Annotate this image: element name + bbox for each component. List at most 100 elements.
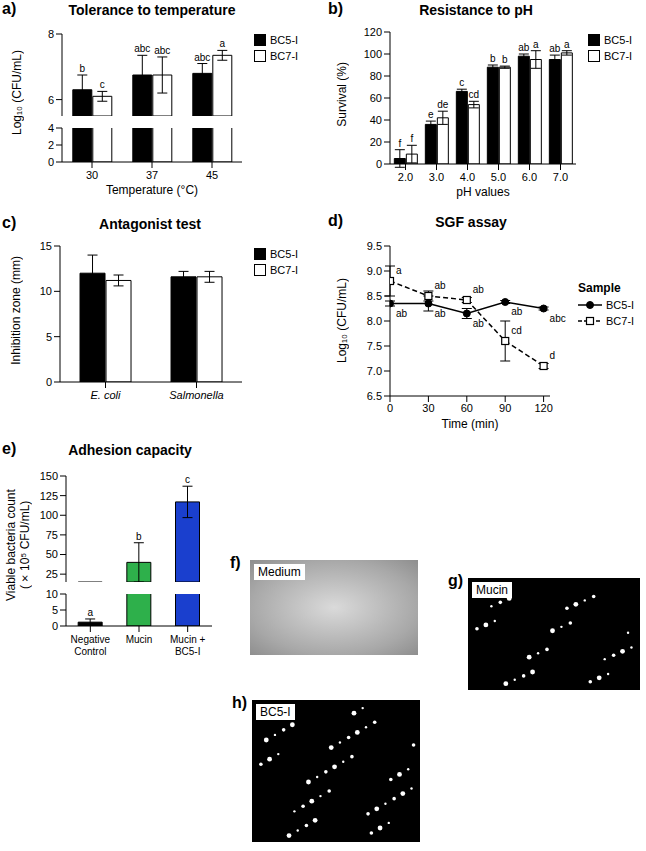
svg-text:25: 25	[46, 568, 58, 580]
svg-text:ab: ab	[511, 306, 523, 317]
svg-text:60: 60	[370, 92, 382, 104]
svg-text:ab: ab	[549, 43, 561, 54]
html-text:d): d)	[328, 212, 344, 229]
svg-text:2: 2	[48, 139, 54, 151]
svg-text:a: a	[87, 607, 93, 618]
svg-text:d: d	[550, 350, 556, 361]
svg-text:E. coli: E. coli	[91, 389, 122, 401]
svg-text:4: 4	[48, 122, 54, 134]
svg-text:Salmonella: Salmonella	[169, 389, 223, 401]
svg-text:7.0: 7.0	[553, 171, 568, 183]
html-text:Temperature (°C): Temperature (°C)	[105, 183, 199, 197]
svg-text:c: c	[100, 79, 105, 90]
html-text:pH values: pH values	[456, 185, 510, 199]
svg-text:0: 0	[46, 376, 52, 388]
svg-text:a: a	[533, 39, 539, 50]
svg-text:120: 120	[534, 402, 552, 414]
svg-text:abc: abc	[194, 52, 210, 63]
svg-text:100: 100	[364, 48, 382, 60]
svg-text:150: 150	[40, 470, 58, 482]
svg-text:0: 0	[48, 156, 54, 168]
svg-text:10: 10	[40, 285, 52, 297]
svg-text:abc: abc	[550, 313, 566, 324]
svg-text:6.5: 6.5	[367, 390, 382, 402]
html-text:Tolerance to temperature: Tolerance to temperature	[68, 2, 236, 18]
svg-text:5.0: 5.0	[491, 171, 506, 183]
svg-text:15: 15	[40, 240, 52, 252]
svg-text:3.0: 3.0	[429, 171, 444, 183]
svg-text:8.5: 8.5	[367, 290, 382, 302]
svg-text:NegativeControl: NegativeControl	[71, 634, 111, 657]
html-text:Viable bacteria count (×10⁵ CF: Viable bacteria count (×10⁵ CFU/mL)	[4, 489, 32, 601]
svg-text:c: c	[459, 77, 464, 88]
svg-text:0: 0	[376, 158, 382, 170]
svg-text:120: 120	[364, 26, 382, 38]
svg-text:0: 0	[387, 402, 393, 414]
svg-text:Mucin: Mucin	[126, 634, 153, 645]
svg-text:80: 80	[370, 70, 382, 82]
svg-text:Mucin +BC5-I: Mucin +BC5-I	[170, 634, 205, 657]
svg-text:6.0: 6.0	[522, 171, 537, 183]
svg-text:de: de	[437, 99, 449, 110]
html-text:Resistance to pH: Resistance to pH	[419, 2, 533, 18]
svg-text:90: 90	[499, 402, 511, 414]
html-text:e): e)	[2, 440, 17, 457]
svg-text:8.0: 8.0	[367, 315, 382, 327]
svg-text:5: 5	[46, 331, 52, 343]
svg-text:9.0: 9.0	[367, 265, 382, 277]
svg-text:5: 5	[52, 604, 58, 616]
svg-text:30: 30	[422, 402, 434, 414]
svg-text:125: 125	[40, 490, 58, 502]
svg-text:f: f	[410, 133, 413, 144]
html-text:Survival (%): Survival (%)	[335, 61, 349, 127]
svg-text:ab: ab	[473, 284, 485, 295]
svg-text:45: 45	[206, 169, 218, 181]
html-text:h): h)	[232, 694, 248, 711]
html-text:a): a)	[2, 0, 17, 17]
svg-text:ab: ab	[396, 308, 408, 319]
svg-text:50: 50	[46, 548, 58, 560]
svg-text:60: 60	[461, 402, 473, 414]
svg-text:b: b	[80, 63, 86, 74]
svg-text:ab: ab	[434, 280, 446, 291]
html-text:Inhibition zone (mm): Inhibition zone (mm)	[9, 255, 23, 365]
html-text:b): b)	[328, 0, 344, 17]
svg-text:e: e	[428, 109, 434, 120]
svg-text:37: 37	[146, 169, 158, 181]
svg-text:6: 6	[48, 94, 54, 106]
svg-text:20: 20	[370, 136, 382, 148]
html-text:c): c)	[2, 214, 17, 231]
html-text:g): g)	[448, 572, 464, 589]
svg-text:f: f	[398, 138, 401, 149]
svg-text:10: 10	[46, 588, 58, 600]
svg-text:30: 30	[86, 169, 98, 181]
svg-text:cd: cd	[511, 325, 522, 336]
html-text:SGF assay: SGF assay	[435, 214, 507, 230]
svg-text:40: 40	[370, 114, 382, 126]
svg-text:c: c	[185, 474, 190, 485]
svg-text:9.5: 9.5	[367, 240, 382, 252]
html-text:Log₁₀ (CFU/mL): Log₁₀ (CFU/mL)	[10, 50, 24, 136]
svg-text:b: b	[136, 531, 142, 542]
svg-text:7.0: 7.0	[367, 365, 382, 377]
svg-text:0: 0	[52, 620, 58, 632]
svg-text:ab: ab	[434, 308, 446, 319]
svg-text:a: a	[220, 38, 226, 49]
svg-text:abc: abc	[154, 45, 170, 56]
svg-text:ab: ab	[518, 42, 530, 53]
svg-text:b: b	[490, 53, 496, 64]
svg-text:8: 8	[48, 28, 54, 40]
svg-text:ab: ab	[473, 318, 485, 329]
svg-text:7.5: 7.5	[367, 340, 382, 352]
svg-text:abc: abc	[134, 43, 150, 54]
svg-text:100: 100	[40, 509, 58, 521]
svg-text:4.0: 4.0	[460, 171, 475, 183]
svg-text:a: a	[396, 265, 402, 276]
svg-text:75: 75	[46, 529, 58, 541]
svg-text:cd: cd	[469, 89, 480, 100]
html-text:Antagonist test: Antagonist test	[99, 216, 201, 232]
svg-text:2.0: 2.0	[398, 171, 413, 183]
svg-text:b: b	[502, 54, 508, 65]
svg-text:a: a	[564, 39, 570, 50]
html-text:Adhesion capacity: Adhesion capacity	[68, 442, 192, 458]
